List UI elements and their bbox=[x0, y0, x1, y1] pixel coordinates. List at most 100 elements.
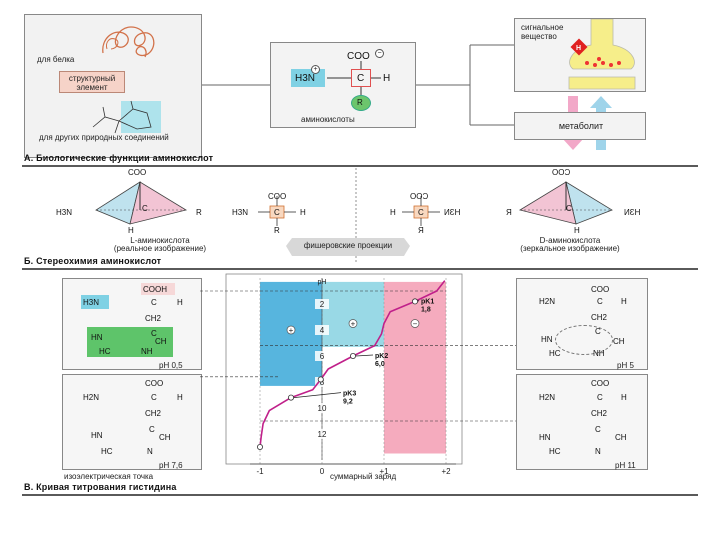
curve-point bbox=[287, 394, 294, 401]
zone-sign-label: − bbox=[413, 320, 418, 329]
coo-label: COO bbox=[347, 51, 370, 62]
form-ph11-panel: COO H2N C H CH2 HN C CH HC N pH 11 bbox=[516, 374, 648, 470]
amino-acid-panel: COO − H3N + C H R аминокислоты bbox=[270, 42, 416, 128]
alpha-carbon-box bbox=[351, 69, 371, 87]
ph-axis-label: pH bbox=[318, 279, 327, 286]
l-c-label: C bbox=[142, 204, 148, 213]
titration-curve bbox=[259, 280, 446, 448]
fischer-l-h3n: H3N bbox=[232, 208, 249, 217]
x-tick-label: +1 bbox=[379, 467, 389, 476]
x-tick-label: 0 bbox=[320, 467, 325, 476]
cooh-badge bbox=[141, 283, 175, 295]
pk-label: pK2 bbox=[375, 353, 388, 360]
fischer-l-c: C bbox=[274, 208, 280, 217]
ph5-h2n: H2N bbox=[539, 297, 556, 306]
fischer-label: фишеровские проекции bbox=[303, 241, 393, 250]
ph5-ch2: CH2 bbox=[591, 313, 608, 322]
zone-sign-label: + bbox=[351, 320, 356, 329]
section-a-divider bbox=[22, 165, 698, 167]
ph11-hn: HN bbox=[539, 433, 551, 442]
curve-point bbox=[317, 376, 324, 383]
synapse-icon: H bbox=[568, 19, 636, 90]
d-amino-acid-label: D-аминокислота bbox=[539, 236, 601, 245]
form-ph05-panel: COOH H3N C H CH2 HN C CH HC NH pH 0,5 bbox=[62, 278, 202, 370]
section-b-divider bbox=[22, 268, 698, 270]
ph05-ring-badge bbox=[87, 327, 173, 357]
ph05-cooh: COOH bbox=[143, 285, 167, 294]
r-label: R bbox=[357, 98, 363, 107]
curve-point bbox=[411, 298, 418, 305]
l-coo-label: COO bbox=[128, 168, 147, 177]
fischer-d-h: H bbox=[390, 208, 396, 217]
ph5-hc: HC bbox=[549, 349, 561, 358]
zone-sign-circle bbox=[348, 319, 358, 328]
ph11-ring-c: C bbox=[595, 425, 601, 434]
isoelectric-point-label: изоэлектрическая точка bbox=[64, 472, 154, 481]
zone-sign-circle bbox=[286, 325, 296, 335]
ph5-c: C bbox=[597, 297, 603, 306]
fischer-d-c: C bbox=[418, 208, 424, 217]
y-tick-label: 12 bbox=[318, 430, 327, 439]
ph05-label: pH 0,5 bbox=[159, 361, 183, 370]
y-tick-label: 10 bbox=[318, 404, 327, 413]
d-coo-label: OOϽ bbox=[552, 168, 571, 177]
stereochemistry-diagram bbox=[95, 168, 613, 262]
for-other-compounds-label: для других природных соединений bbox=[39, 133, 169, 142]
ph5-coo: COO bbox=[591, 285, 610, 294]
minus-charge-icon: − bbox=[375, 49, 384, 58]
x-tick-label: -1 bbox=[256, 467, 264, 476]
ph76-ch: CH bbox=[159, 433, 171, 442]
d-nh3-label: ИƐН bbox=[624, 208, 641, 217]
ph76-n: N bbox=[147, 447, 153, 456]
fischer-d-coo: OOϽ bbox=[410, 192, 429, 201]
pk-label: pK3 bbox=[343, 391, 356, 398]
zone-blue-light bbox=[322, 281, 384, 347]
form-ph76-panel: COO H2N C H CH2 HN C CH HC N pH 7,6 bbox=[62, 374, 202, 470]
ph05-ch: CH bbox=[155, 337, 167, 346]
ph76-hc: HC bbox=[101, 447, 113, 456]
section-c-title: В. Кривая титрования гистидина bbox=[24, 482, 177, 492]
section-a-title: А. Биологические функции аминокислот bbox=[24, 153, 214, 163]
y-tick-label: 4 bbox=[320, 326, 325, 335]
ph05-amine-badge bbox=[81, 295, 109, 309]
pk-value: 6,0 bbox=[375, 361, 385, 368]
form-ph5-panel: COO H2N C H CH2 HN C CH HC NH pH 5 bbox=[516, 278, 648, 370]
y-tick-bg bbox=[315, 299, 329, 309]
pk-pointer bbox=[417, 300, 420, 302]
ph05-nh: NH bbox=[141, 347, 153, 356]
side-chain-circle bbox=[351, 95, 371, 111]
l-h3n-label: H3N bbox=[56, 208, 73, 217]
ph05-h: H bbox=[177, 298, 183, 307]
l-h-label: H bbox=[128, 226, 134, 235]
ph76-h2n: H2N bbox=[83, 393, 100, 402]
d-h-label: H bbox=[574, 226, 580, 235]
ph76-hn: HN bbox=[91, 431, 103, 440]
fischer-l-coo: COO bbox=[268, 192, 287, 201]
l-amino-acid-label: L-аминокислота bbox=[130, 236, 190, 245]
ph5-label: pH 5 bbox=[617, 361, 634, 370]
ph76-coo: COO bbox=[145, 379, 164, 388]
ph5-h: H bbox=[621, 297, 627, 306]
ph11-n: N bbox=[595, 447, 601, 456]
formula-bonds bbox=[327, 61, 381, 95]
zone-pink bbox=[384, 281, 446, 454]
l-note-label: (реальное изображение) bbox=[113, 244, 207, 253]
ph05-hn: HN bbox=[91, 333, 103, 342]
y-tick-bg bbox=[315, 403, 329, 413]
ph5-nh: NH bbox=[593, 349, 605, 358]
y-tick-bg bbox=[315, 325, 329, 335]
y-tick-label: 2 bbox=[320, 300, 325, 309]
ph5-ring-halo bbox=[555, 325, 613, 355]
y-tick-label: 8 bbox=[320, 378, 325, 387]
amino-acid-label: аминокислоты bbox=[301, 115, 355, 124]
svg-text:H: H bbox=[576, 45, 581, 52]
pk-value: 9,2 bbox=[343, 399, 353, 406]
ph11-h2n: H2N bbox=[539, 393, 556, 402]
fischer-l-h: H bbox=[300, 208, 306, 217]
curve-point bbox=[256, 443, 263, 450]
ph76-label: pH 7,6 bbox=[159, 461, 183, 470]
d-c-label: C bbox=[566, 204, 572, 213]
ph76-c: C bbox=[151, 393, 157, 402]
